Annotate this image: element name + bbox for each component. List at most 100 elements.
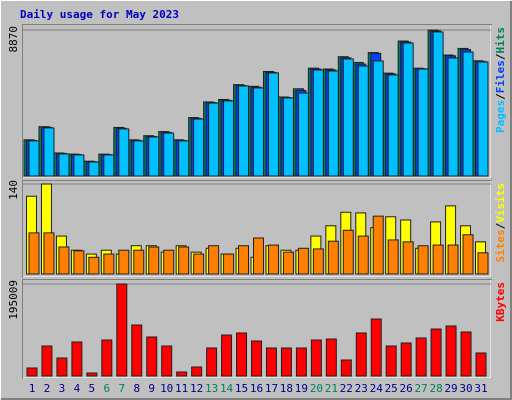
chart-title: Daily usage for May 2023 xyxy=(20,8,179,21)
bar xyxy=(56,357,68,377)
bar xyxy=(71,341,83,377)
bar xyxy=(280,347,292,377)
x-tick-label: 5 xyxy=(89,382,96,395)
x-tick-label: 24 xyxy=(370,382,384,395)
bar xyxy=(295,347,307,377)
y-tick-label: 195009 xyxy=(7,280,20,320)
bar xyxy=(462,51,474,177)
bar xyxy=(462,234,474,275)
x-tick-label: 28 xyxy=(429,382,442,395)
bar xyxy=(477,252,489,275)
bar xyxy=(178,140,190,177)
bar xyxy=(355,332,367,377)
bar xyxy=(372,215,384,275)
x-tick-label: 29 xyxy=(444,382,457,395)
bar xyxy=(73,250,85,275)
bar xyxy=(26,367,38,377)
bar xyxy=(325,338,337,377)
bar xyxy=(223,100,235,177)
legend-entry: Files xyxy=(494,60,507,93)
bar xyxy=(417,68,429,177)
bar xyxy=(265,347,277,377)
bar xyxy=(415,337,427,377)
bar xyxy=(385,345,397,377)
bar xyxy=(357,235,369,275)
bar xyxy=(432,31,444,177)
x-tick-label: 3 xyxy=(59,382,66,395)
bar xyxy=(28,140,40,177)
legend-separator: / xyxy=(494,222,507,229)
bar xyxy=(223,253,235,275)
x-tick-label: 10 xyxy=(160,382,173,395)
legend: Sites/Visits xyxy=(494,183,507,263)
bar xyxy=(253,87,264,177)
bar xyxy=(282,97,294,177)
bar xyxy=(41,345,53,377)
bar xyxy=(116,283,128,377)
y-tick-label: 8870 xyxy=(7,26,20,53)
legend-entry: KBytes xyxy=(494,282,507,322)
bar xyxy=(400,342,412,377)
bar xyxy=(282,251,294,275)
bar xyxy=(88,161,100,177)
x-tick-label: 8 xyxy=(133,382,140,395)
bar xyxy=(133,249,145,275)
x-tick-label: 2 xyxy=(44,382,51,395)
bar xyxy=(297,92,309,177)
bar xyxy=(327,240,339,275)
legend-entry: Hits xyxy=(494,27,507,54)
bar xyxy=(267,244,279,275)
x-tick-label: 19 xyxy=(295,382,308,395)
bar xyxy=(206,347,218,377)
bar xyxy=(447,244,459,275)
bar xyxy=(118,128,130,177)
bar xyxy=(387,239,399,275)
bar xyxy=(445,325,457,377)
bar xyxy=(88,256,100,275)
x-tick-label: 20 xyxy=(310,382,323,395)
bar xyxy=(475,352,487,377)
x-tick-label: 25 xyxy=(385,382,398,395)
bar xyxy=(28,232,40,275)
legend-entry: Sites xyxy=(494,229,507,262)
bar xyxy=(372,60,384,177)
x-tick-label: 1 xyxy=(29,382,36,395)
x-tick-label: 31 xyxy=(474,382,487,395)
bar xyxy=(193,118,205,177)
x-tick-label: 11 xyxy=(175,382,188,395)
bar xyxy=(178,246,190,275)
bar xyxy=(58,153,70,177)
legend: KBytes xyxy=(494,282,507,322)
legend-separator: / xyxy=(494,53,507,60)
bar xyxy=(118,249,130,275)
panel-bevel xyxy=(23,280,492,379)
bar xyxy=(133,140,145,177)
bar xyxy=(163,249,175,275)
bar xyxy=(342,229,354,275)
x-tick-label: 16 xyxy=(250,382,263,395)
x-tick-label: 30 xyxy=(459,382,472,395)
bar xyxy=(73,154,85,177)
bar xyxy=(297,247,309,275)
bar xyxy=(312,69,324,177)
bar xyxy=(430,328,442,377)
bar xyxy=(312,248,324,275)
bar xyxy=(103,154,115,177)
bar xyxy=(387,74,399,177)
x-tick-label: 6 xyxy=(104,382,111,395)
x-tick-label: 18 xyxy=(280,382,293,395)
legend: Pages/Files/Hits xyxy=(494,27,507,133)
x-tick-label: 22 xyxy=(340,382,353,395)
bar xyxy=(310,339,322,377)
bar xyxy=(176,371,188,377)
bar xyxy=(86,372,98,377)
legend-separator: / xyxy=(494,93,507,100)
x-tick-label: 14 xyxy=(220,382,234,395)
bar xyxy=(191,366,203,377)
bar xyxy=(238,245,250,275)
bar xyxy=(251,340,262,377)
bar xyxy=(163,132,175,177)
